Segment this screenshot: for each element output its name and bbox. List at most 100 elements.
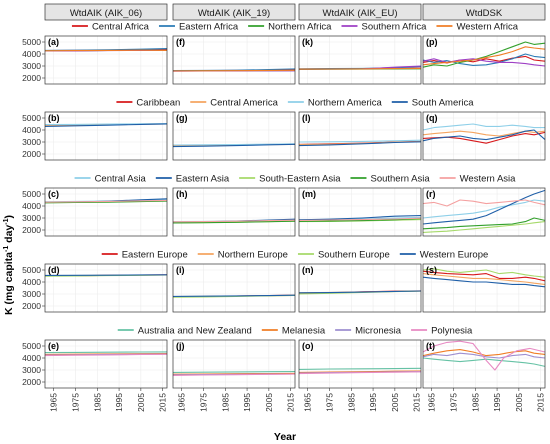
y-axis-title-end: ) <box>3 215 15 219</box>
x-tick-label: 1985 <box>92 393 102 412</box>
series-line <box>422 199 546 207</box>
x-tick-label: 2005 <box>390 393 400 412</box>
panel-label: (t) <box>426 341 435 351</box>
x-tick-label: 2005 <box>136 393 146 412</box>
panel-d: (d) <box>44 263 168 313</box>
series-line <box>422 130 546 137</box>
panel-k: (k) <box>298 35 422 85</box>
legend-item: Eastern Europe <box>101 250 188 261</box>
panel-label: (o) <box>302 341 314 351</box>
panel-background <box>423 188 545 236</box>
panel-background <box>45 112 167 160</box>
panel-label: (r) <box>426 189 436 199</box>
panel-background <box>45 36 167 84</box>
panel-border <box>298 187 422 237</box>
x-tick-label: 1975 <box>71 393 81 412</box>
panel-c: (c) <box>44 187 168 237</box>
panel-background <box>299 112 421 160</box>
y-tick-label: 5000 <box>22 341 41 351</box>
panel-background <box>299 264 421 312</box>
series-line <box>298 218 422 222</box>
x-tick-label: 1995 <box>242 393 252 412</box>
legend-item: Eastern Africa <box>158 22 239 33</box>
y-tick-label: 3000 <box>22 213 41 223</box>
panel-label: (k) <box>302 37 313 47</box>
panel-g: (g) <box>172 111 296 161</box>
series-line <box>44 351 168 354</box>
legend-item: Northern Europe <box>197 250 288 261</box>
panel-label: (d) <box>48 265 60 275</box>
panel-background <box>299 188 421 236</box>
strip-label: WtdAIK (AIK_19) <box>198 8 270 19</box>
legend-item: Caribbean <box>116 98 180 109</box>
series-line <box>298 215 422 221</box>
panel-background <box>299 340 421 388</box>
series-line <box>422 221 546 233</box>
panel-i: (i) <box>172 263 296 313</box>
series-line <box>44 353 168 357</box>
legend-label: Eastern Europe <box>122 250 188 261</box>
series-line <box>298 67 422 70</box>
legend-label: Western Asia <box>460 174 517 185</box>
legend-asia: Central Asia Eastern Asia South-Eastern As… <box>74 174 517 185</box>
y-tick-label: 3000 <box>22 365 41 375</box>
panel-border <box>172 111 296 161</box>
legend-label: Melanesia <box>282 326 326 337</box>
panel-border <box>422 263 546 313</box>
legend-item: Micronesia <box>335 326 402 337</box>
panel-background <box>423 36 545 84</box>
panel-background <box>45 264 167 312</box>
legend-label: Southern Africa <box>361 22 427 33</box>
panel-label: (m) <box>302 189 316 199</box>
legend-label: Western Europe <box>420 250 488 261</box>
series-line <box>44 49 168 52</box>
x-tick-label: 1965 <box>427 393 437 412</box>
panel-m: (m) <box>298 187 422 237</box>
y-axis-title-main: K (mg capita <box>3 252 15 315</box>
y-axis-title-exp1: -1 <box>3 246 10 252</box>
row-legends: Central Africa Eastern Africa Northern Afr… <box>71 22 519 337</box>
series-line <box>422 189 546 225</box>
x-tick-label: 1995 <box>114 393 124 412</box>
panel-s: (s) <box>422 263 546 313</box>
legend-item: Southern Africa <box>341 22 427 33</box>
panel-background <box>423 112 545 160</box>
panel-r: (r) <box>422 187 546 237</box>
panel-border <box>172 339 296 389</box>
x-tick-label: 2015 <box>286 393 296 412</box>
panel-border <box>44 263 168 313</box>
panel-label: (q) <box>426 113 438 123</box>
strip-4: WtdDSK <box>422 3 546 21</box>
x-tick-label: 1965 <box>303 393 313 412</box>
series-line <box>422 349 546 357</box>
panel-background <box>173 340 295 388</box>
y-tick-label: 3000 <box>22 289 41 299</box>
panel-background <box>299 36 421 84</box>
legend-item: Western Africa <box>436 22 519 33</box>
panel-label: (g) <box>176 113 188 123</box>
panel-border <box>298 263 422 313</box>
panel-label: (f) <box>176 37 185 47</box>
strip-background <box>172 3 296 21</box>
legend-item: Melanesia <box>261 326 326 337</box>
y-tick-label: 4000 <box>22 201 41 211</box>
panels: (a) (f) (k) (p) (b) (g) (l) (q) (c) (h) (m) (r) (d) (… <box>44 35 546 389</box>
legend-label: South-Eastern Asia <box>259 174 341 185</box>
series-line <box>422 276 546 288</box>
panel-label: (s) <box>426 265 437 275</box>
legend-label: Northern Africa <box>268 22 332 33</box>
panel-background <box>423 264 545 312</box>
legend-label: Central Africa <box>92 22 150 33</box>
series-line <box>44 123 168 127</box>
y-tick-label: 2000 <box>22 73 41 83</box>
y-tick-label: 2000 <box>22 377 41 387</box>
x-tick-label: 2015 <box>412 393 422 412</box>
panel-border <box>298 111 422 161</box>
series-line <box>422 357 546 367</box>
y-tick-label: 5000 <box>22 265 41 275</box>
legend-label: Northern Europe <box>218 250 288 261</box>
legend-label: Western Africa <box>456 22 518 33</box>
legend-label: Australia and New Zealand <box>138 326 252 337</box>
panel-f: (f) <box>172 35 296 85</box>
legend-label: Central America <box>210 98 278 109</box>
